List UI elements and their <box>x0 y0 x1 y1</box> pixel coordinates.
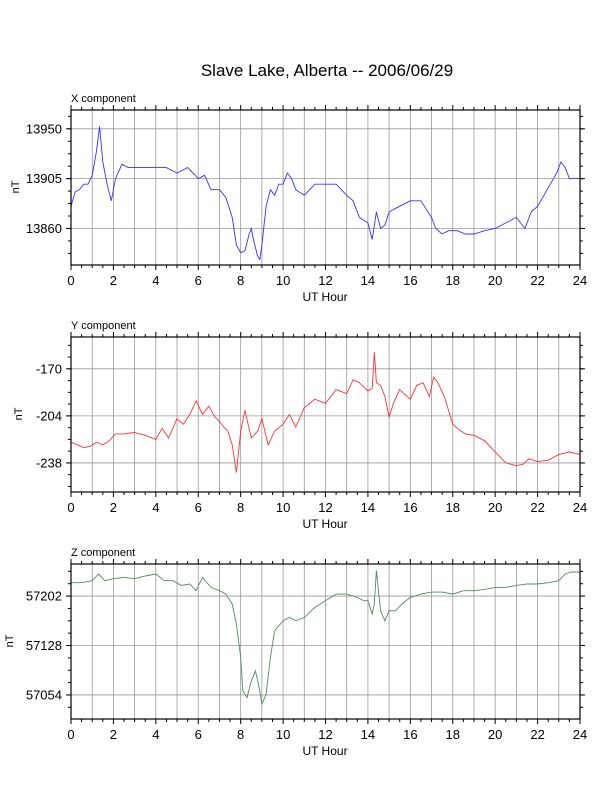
x-tick-label: 12 <box>318 500 332 515</box>
y-axis-label: nT <box>10 180 22 193</box>
z-component-panel: Z component UT Hour nT 0 2 4 6 8 10 12 14 16 18 20… <box>4 547 587 758</box>
y-tick-label: -170 <box>36 361 62 376</box>
x-tick-label: 18 <box>446 273 460 288</box>
x-tick-label: 16 <box>403 500 417 515</box>
x-tick-label: 12 <box>318 727 332 742</box>
x-tick-label: 2 <box>110 500 117 515</box>
x-tick-label: 14 <box>361 273 375 288</box>
series-line <box>70 352 581 473</box>
x-tick-label: 22 <box>530 727 544 742</box>
x-tick-label: 0 <box>67 273 74 288</box>
x-tick-label: 22 <box>530 500 544 515</box>
y-tick-label: 57054 <box>26 687 62 702</box>
x-tick-label: 14 <box>361 727 375 742</box>
x-tick-label: 24 <box>573 727 587 742</box>
x-tick-label: 20 <box>488 727 502 742</box>
x-axis-label: UT Hour <box>302 517 347 531</box>
x-tick-label: 24 <box>573 500 587 515</box>
x-tick-label: 6 <box>195 500 202 515</box>
panel-title: Z component <box>71 547 135 559</box>
x-tick-label: 10 <box>276 273 290 288</box>
y-axis-label: nT <box>13 407 25 420</box>
x-tick-label: 0 <box>67 727 74 742</box>
x-tick-label: 18 <box>446 500 460 515</box>
x-tick-label: 8 <box>237 273 244 288</box>
y-axis-label: nT <box>4 634 16 647</box>
y-tick-label: 57202 <box>26 589 62 604</box>
figure-title: Slave Lake, Alberta -- 2006/06/29 <box>201 61 453 80</box>
x-tick-label: 22 <box>530 273 544 288</box>
x-tick-label: 4 <box>152 727 159 742</box>
x-tick-label: 20 <box>488 500 502 515</box>
y-tick-label: 13905 <box>26 171 62 186</box>
panel-title: X component <box>71 93 136 105</box>
x-tick-label: 6 <box>195 273 202 288</box>
x-tick-label: 10 <box>276 727 290 742</box>
y-tick-label: 13860 <box>26 221 62 236</box>
x-tick-label: 0 <box>67 500 74 515</box>
x-axis-label: UT Hour <box>302 744 347 758</box>
x-tick-label: 10 <box>276 500 290 515</box>
y-tick-label: 57128 <box>26 638 62 653</box>
x-tick-label: 6 <box>195 727 202 742</box>
x-tick-label: 16 <box>403 727 417 742</box>
x-tick-label: 14 <box>361 500 375 515</box>
x-component-panel: X component UT Hour nT 0 2 4 6 8 10 12 14 16 18 20… <box>10 93 587 304</box>
x-tick-label: 16 <box>403 273 417 288</box>
x-tick-label: 20 <box>488 273 502 288</box>
x-tick-label: 12 <box>318 273 332 288</box>
x-tick-label: 2 <box>110 727 117 742</box>
x-tick-label: 2 <box>110 273 117 288</box>
y-component-panel: Y component UT Hour nT 0 2 4 6 8 10 12 14 16 18 20… <box>13 320 587 531</box>
x-tick-label: 4 <box>152 500 159 515</box>
y-tick-label: 13950 <box>26 121 62 136</box>
x-tick-label: 8 <box>237 500 244 515</box>
panel-title: Y component <box>71 320 136 332</box>
series-line <box>71 570 580 706</box>
x-tick-label: 24 <box>573 273 587 288</box>
y-tick-label: -238 <box>36 455 62 470</box>
x-axis-label: UT Hour <box>302 290 347 304</box>
x-tick-label: 18 <box>446 727 460 742</box>
x-tick-label: 4 <box>152 273 159 288</box>
y-tick-label: -204 <box>36 408 62 423</box>
x-tick-label: 8 <box>237 727 244 742</box>
series-line <box>70 126 580 261</box>
